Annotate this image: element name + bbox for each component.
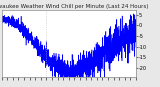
Title: Milwaukee Weather Wind Chill per Minute (Last 24 Hours): Milwaukee Weather Wind Chill per Minute … (0, 4, 148, 9)
